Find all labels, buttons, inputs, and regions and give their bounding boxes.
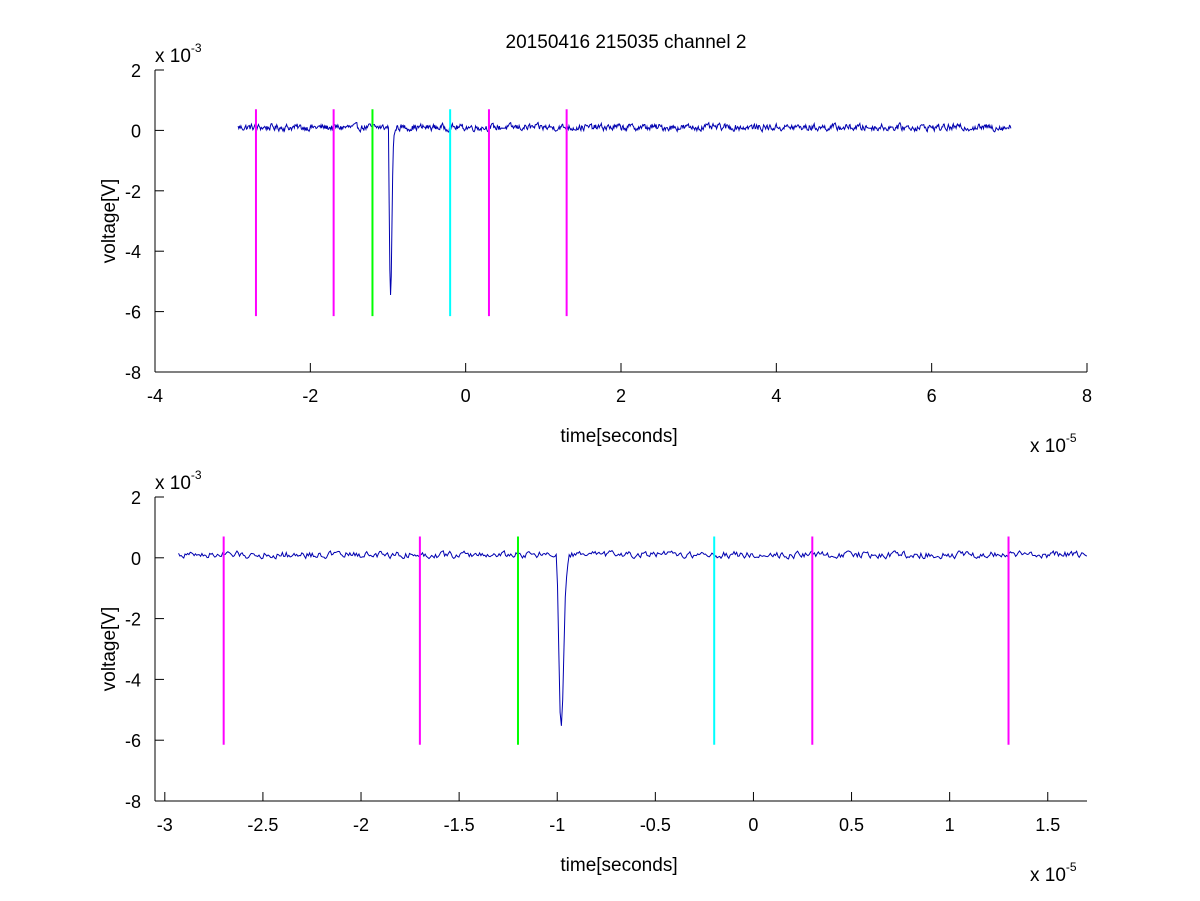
x-tick-label: -0.5: [640, 815, 671, 835]
x-exponent-label: x 10-5: [1030, 431, 1077, 457]
x-tick-label: -2: [353, 815, 369, 835]
chart-panel-1: 20150416 215035 channel 2 -4 -2 0 2 4 6 8 2 0 -2 -4…: [99, 32, 1092, 457]
y-tick-label: -2: [125, 610, 141, 630]
y-tick-label: -2: [125, 182, 141, 202]
x-tick-label: 0: [748, 815, 758, 835]
signal-trace: [237, 121, 1012, 296]
y-exponent-label: x 10-3: [155, 468, 202, 494]
y-tick-label: 0: [131, 121, 141, 141]
y-exponent-label: x 10-3: [155, 41, 202, 67]
y-tick-label: -4: [125, 670, 141, 690]
y-tick-label: 2: [131, 488, 141, 508]
y-axis-label: voltage[V]: [99, 607, 120, 692]
y-tick-label: -4: [125, 242, 141, 262]
x-tick-label: 4: [771, 386, 781, 406]
x-tick-label: 8: [1082, 386, 1092, 406]
x-tick-label: -2: [302, 386, 318, 406]
signal-trace: [178, 549, 1087, 726]
x-axis-label: time[seconds]: [560, 855, 677, 876]
x-axis-label: time[seconds]: [560, 426, 677, 447]
x-tick-label: -3: [157, 815, 173, 835]
chart-panel-2: -3 -2.5 -2 -1.5 -1 -0.5 0 0.5 1 1.5 2 0 -2 -4 -6 -8 time…: [99, 468, 1087, 886]
x-tick-label: 1: [945, 815, 955, 835]
x-tick-label: -4: [147, 386, 163, 406]
x-tick-label: 2: [616, 386, 626, 406]
x-tick-label: 1.5: [1035, 815, 1060, 835]
x-exponent-label: x 10-5: [1030, 860, 1077, 886]
y-tick-label: 2: [131, 61, 141, 81]
x-tick-label: -1.5: [444, 815, 475, 835]
x-tick-label: -1: [549, 815, 565, 835]
y-tick-label: -8: [125, 792, 141, 812]
x-tick-label: 6: [927, 386, 937, 406]
chart-title: 20150416 215035 channel 2: [506, 32, 747, 53]
y-tick-label: -6: [125, 303, 141, 323]
x-tick-label: 0.5: [839, 815, 864, 835]
y-tick-label: -8: [125, 363, 141, 383]
y-axis-label: voltage[V]: [99, 179, 120, 264]
x-tick-label: 0: [461, 386, 471, 406]
x-tick-label: -2.5: [247, 815, 278, 835]
y-tick-label: -6: [125, 731, 141, 751]
y-tick-label: 0: [131, 549, 141, 569]
